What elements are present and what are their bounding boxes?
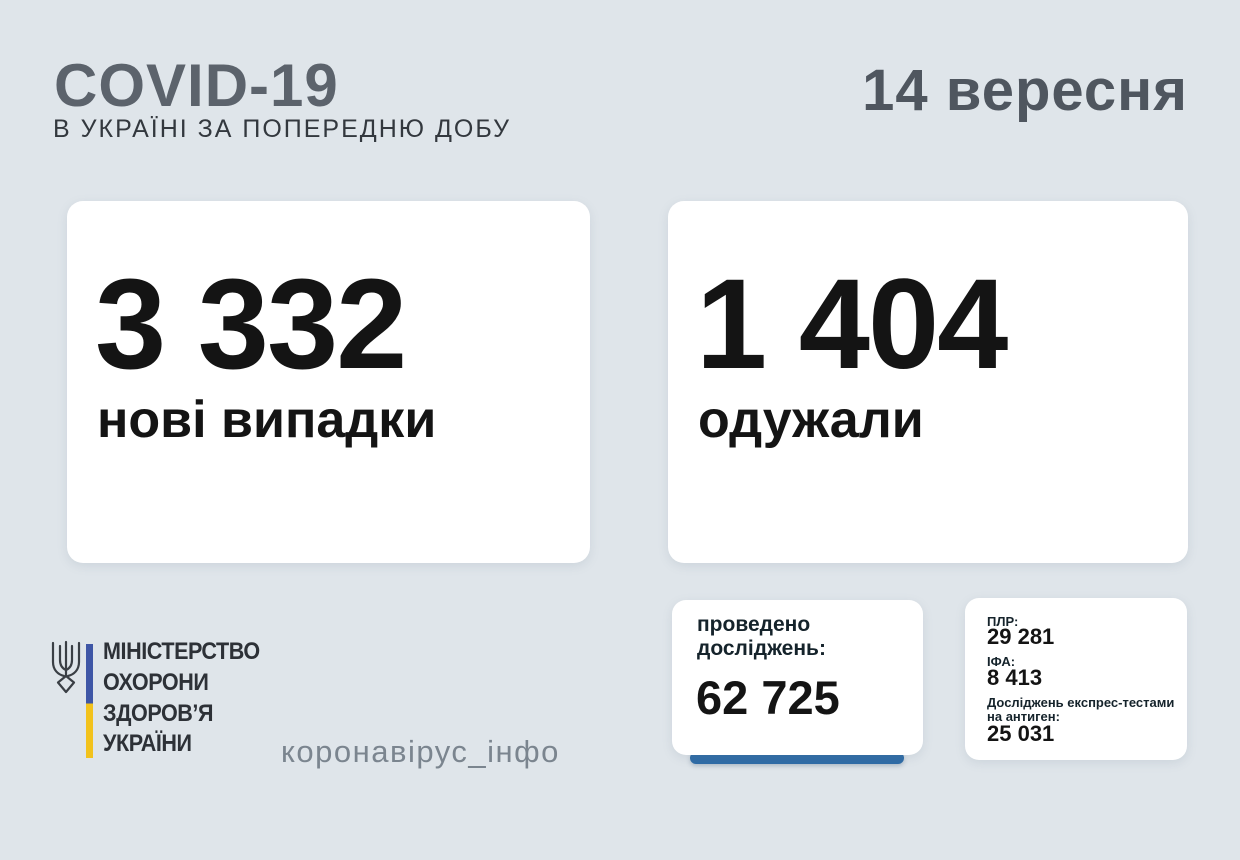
- ministry-line: УКРАЇНИ: [103, 730, 192, 758]
- flag-divider-bar: [86, 644, 93, 758]
- pcr-label: ПЛР:: [987, 614, 1019, 629]
- recovered-value: 1 404: [696, 253, 1008, 396]
- page-title: COVID-19: [54, 52, 339, 119]
- ministry-line: МІНІСТЕРСТВО: [103, 638, 260, 665]
- tests-breakdown-card: ПЛР: 29 281 ІФА: 8 413 Досліджень експре…: [965, 598, 1187, 760]
- new-cases-card: 3 332 нові випадки: [67, 201, 590, 563]
- tests-total-value: 62 725: [696, 671, 840, 724]
- blue-accent-bar: [690, 752, 904, 764]
- ministry-line: ЗДОРОВ’Я: [103, 699, 214, 727]
- elisa-label: ІФА:: [987, 654, 1016, 669]
- antigen-label: Досліджень експрес-тестами на антиген:: [987, 695, 1175, 724]
- report-date: 14 вересня: [862, 58, 1188, 123]
- tests-total-label: проведено досліджень:: [697, 613, 826, 660]
- page-subtitle: В УКРАЇНІ ЗА ПОПЕРЕДНЮ ДОБУ: [53, 115, 512, 143]
- elisa-value: 8 413: [987, 665, 1043, 690]
- ministry-line: ОХОРОНИ: [103, 668, 209, 696]
- pcr-value: 29 281: [987, 624, 1055, 649]
- new-cases-value: 3 332: [95, 253, 407, 396]
- coronavirus-info-handle: коронавірус_інфо: [281, 734, 560, 769]
- tests-total-card: проведено досліджень: 62 725: [672, 600, 923, 755]
- ukraine-trident-icon: [48, 640, 84, 699]
- recovered-label: одужали: [698, 391, 924, 449]
- new-cases-label: нові випадки: [97, 391, 437, 449]
- recovered-card: 1 404 одужали: [668, 201, 1188, 563]
- ministry-name: МІНІСТЕРСТВО ОХОРОНИ ЗДОРОВ’Я УКРАЇНИ: [103, 637, 260, 760]
- antigen-value: 25 031: [987, 721, 1055, 746]
